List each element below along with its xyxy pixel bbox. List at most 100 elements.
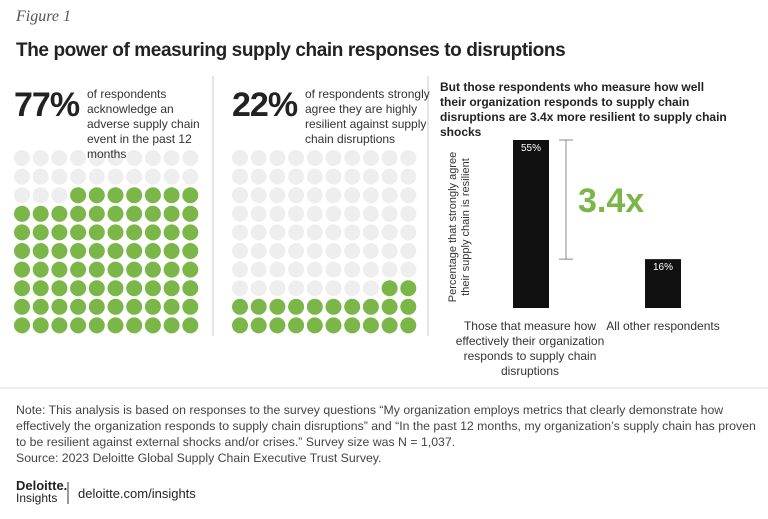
filled-dot xyxy=(126,205,143,222)
filled-dot xyxy=(126,298,143,315)
filled-dot xyxy=(126,243,143,259)
empty-dot xyxy=(70,150,87,166)
filled-dot xyxy=(232,298,248,315)
filled-dot xyxy=(381,298,398,315)
empty-dot xyxy=(325,261,342,278)
filled-dot xyxy=(250,317,267,334)
empty-dot xyxy=(126,150,143,166)
empty-dot xyxy=(14,168,30,185)
filled-dot xyxy=(88,224,105,241)
filled-dot xyxy=(182,317,199,334)
filled-dot xyxy=(107,243,124,259)
empty-dot xyxy=(400,150,417,166)
empty-dot xyxy=(344,168,361,185)
filled-dot xyxy=(32,243,49,259)
empty-dot xyxy=(250,261,267,278)
empty-dot xyxy=(269,168,286,185)
filled-dot xyxy=(70,187,87,204)
empty-dot xyxy=(232,224,248,241)
empty-dot xyxy=(182,168,199,185)
filled-dot xyxy=(88,280,105,297)
empty-dot xyxy=(400,261,417,278)
category-label: Those that measure how effectively their… xyxy=(455,319,605,378)
empty-dot xyxy=(250,187,267,204)
empty-dot xyxy=(32,168,49,185)
filled-dot xyxy=(250,298,267,315)
filled-dot xyxy=(88,298,105,315)
empty-dot xyxy=(232,150,248,166)
filled-dot xyxy=(325,317,342,334)
empty-dot xyxy=(306,187,323,204)
filled-dot xyxy=(126,261,143,278)
empty-dot xyxy=(306,168,323,185)
filled-dot xyxy=(344,317,361,334)
filled-dot xyxy=(14,298,30,315)
empty-dot xyxy=(232,205,248,222)
filled-dot xyxy=(381,317,398,334)
chart-title: But those respondents who measure how we… xyxy=(440,80,730,140)
empty-dot xyxy=(107,150,124,166)
figure-label: Figure 1 xyxy=(16,8,71,25)
empty-dot xyxy=(288,261,305,278)
filled-dot xyxy=(70,261,87,278)
filled-dot xyxy=(163,187,180,204)
filled-dot xyxy=(126,280,143,297)
empty-dot xyxy=(269,280,286,297)
empty-dot xyxy=(306,224,323,241)
annotation: 3.4x xyxy=(578,182,645,220)
filled-dot xyxy=(88,205,105,222)
empty-dot xyxy=(325,168,342,185)
filled-dot xyxy=(288,298,305,315)
filled-dot xyxy=(107,261,124,278)
filled-dot xyxy=(88,243,105,259)
filled-dot xyxy=(144,317,161,334)
filled-dot xyxy=(163,298,180,315)
filled-dot xyxy=(70,243,87,259)
empty-dot xyxy=(269,261,286,278)
filled-dot xyxy=(14,224,30,241)
filled-dot xyxy=(70,317,87,334)
empty-dot xyxy=(51,150,68,166)
filled-dot xyxy=(325,298,342,315)
filled-dot xyxy=(362,317,379,334)
empty-dot xyxy=(344,205,361,222)
filled-dot xyxy=(70,205,87,222)
empty-dot xyxy=(325,224,342,241)
big-number: 77% xyxy=(14,86,80,124)
empty-dot xyxy=(400,205,417,222)
empty-dot xyxy=(400,168,417,185)
empty-dot xyxy=(232,261,248,278)
filled-dot xyxy=(269,317,286,334)
filled-dot xyxy=(182,205,199,222)
empty-dot xyxy=(325,150,342,166)
empty-dot xyxy=(306,205,323,222)
empty-dot xyxy=(14,150,30,166)
filled-dot xyxy=(400,317,417,334)
empty-dot xyxy=(362,205,379,222)
page-title: The power of measuring supply chain resp… xyxy=(16,40,566,61)
filled-dot xyxy=(107,317,124,334)
filled-dot xyxy=(144,298,161,315)
empty-dot xyxy=(288,187,305,204)
empty-dot xyxy=(381,224,398,241)
filled-dot xyxy=(306,317,323,334)
category-label: All other respondents xyxy=(606,319,720,333)
empty-dot xyxy=(325,187,342,204)
filled-dot xyxy=(381,280,398,297)
filled-dot xyxy=(107,224,124,241)
empty-dot xyxy=(288,150,305,166)
bar xyxy=(645,259,681,308)
empty-dot xyxy=(51,187,68,204)
empty-dot xyxy=(325,243,342,259)
empty-dot xyxy=(344,187,361,204)
empty-dot xyxy=(381,205,398,222)
empty-dot xyxy=(306,150,323,166)
empty-dot xyxy=(288,168,305,185)
filled-dot xyxy=(232,317,248,334)
filled-dot xyxy=(32,261,49,278)
filled-dot xyxy=(14,205,30,222)
empty-dot xyxy=(163,168,180,185)
empty-dot xyxy=(362,187,379,204)
empty-dot xyxy=(144,150,161,166)
filled-dot xyxy=(163,317,180,334)
